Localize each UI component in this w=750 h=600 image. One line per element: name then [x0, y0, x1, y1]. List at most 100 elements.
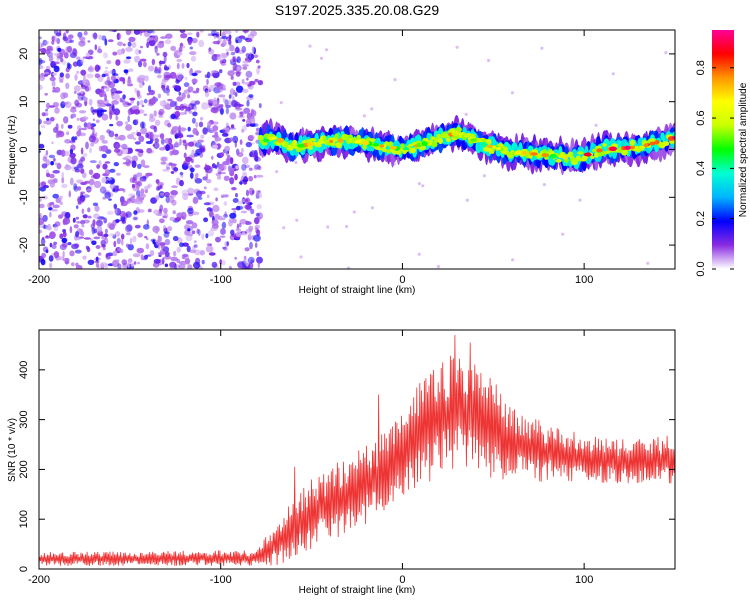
noise-blob [258, 216, 261, 220]
noise-blob [126, 78, 132, 86]
noise-blob [238, 223, 242, 228]
ridge-peak [402, 147, 410, 151]
ridge-peak [514, 150, 522, 155]
noise-blob [65, 30, 69, 34]
noise-blob [436, 264, 440, 269]
noise-blob [243, 255, 247, 261]
noise-blob [184, 109, 187, 115]
noise-blob [230, 229, 235, 236]
y-tick-label: 200 [18, 460, 30, 478]
noise-blob [214, 164, 218, 169]
noise-blob [87, 215, 92, 219]
noise-blob [80, 127, 88, 131]
noise-blob [247, 256, 255, 264]
noise-blob [74, 249, 82, 254]
noise-blob [144, 236, 148, 239]
noise-blob [189, 167, 195, 173]
noise-blob [190, 67, 193, 74]
colorbar-tick-label: 0.6 [695, 110, 707, 125]
noise-blob [164, 64, 168, 71]
noise-blob [232, 68, 236, 72]
noise-blob [130, 262, 135, 267]
noise-blob [44, 49, 51, 55]
noise-blob [55, 123, 59, 131]
noise-blob [154, 119, 161, 126]
noise-blob [179, 261, 187, 266]
noise-blob [133, 217, 138, 220]
noise-blob [201, 233, 205, 240]
noise-blob [121, 221, 126, 225]
noise-blob [53, 30, 59, 35]
noise-blob [170, 256, 178, 262]
noise-blob [39, 197, 42, 202]
noise-blob [183, 82, 190, 88]
noise-blob [149, 250, 155, 257]
noise-blob [192, 117, 196, 124]
noise-blob [294, 160, 298, 165]
noise-blob [63, 150, 70, 157]
ridge-peak [629, 145, 636, 150]
y-tick-label: 0 [18, 566, 30, 572]
noise-blob [215, 236, 221, 243]
y-tick-label: 400 [18, 361, 30, 379]
noise-blob [146, 147, 153, 154]
noise-blob [235, 107, 243, 111]
noise-blob [65, 82, 70, 90]
noise-blob [101, 177, 107, 184]
noise-blob [87, 207, 91, 213]
noise-blob [109, 168, 116, 173]
noise-blob [59, 195, 63, 200]
noise-blob [41, 252, 46, 259]
noise-blob [109, 112, 113, 120]
noise-blob [138, 49, 142, 54]
noise-blob [167, 195, 175, 203]
noise-blob [185, 235, 193, 242]
noise-blob [146, 41, 150, 49]
noise-blob [61, 237, 68, 244]
noise-blob [195, 31, 199, 38]
noise-blob [62, 229, 66, 233]
noise-blob [83, 237, 92, 240]
noise-blob [194, 70, 202, 74]
noise-blob [225, 104, 232, 108]
noise-blob [162, 257, 165, 265]
noise-blob [131, 42, 137, 48]
noise-blob [143, 61, 147, 68]
noise-blob [73, 90, 77, 94]
noise-blob [242, 125, 247, 132]
noise-blob [54, 221, 61, 227]
noise-blob [254, 227, 259, 230]
snr-series-group [39, 334, 675, 567]
noise-blob [464, 112, 468, 116]
noise-blob [282, 226, 286, 230]
noise-blob [46, 226, 53, 231]
noise-blob [222, 129, 228, 134]
noise-blob [40, 258, 46, 266]
noise-blob [53, 157, 56, 162]
noise-blob [153, 141, 160, 150]
noise-blob [182, 242, 189, 247]
ridge-peak [262, 138, 270, 143]
noise-blob [123, 69, 129, 74]
noise-blob [83, 30, 88, 36]
noise-blob [139, 178, 146, 183]
noise-blob [153, 110, 157, 117]
ridge-segment [409, 147, 416, 154]
noise-blob [132, 235, 137, 243]
noise-blob [253, 54, 259, 58]
noise-blob [86, 186, 92, 193]
noise-blob [182, 253, 189, 258]
noise-blob [162, 84, 165, 92]
noise-blob [238, 35, 245, 39]
noise-blob [72, 217, 76, 223]
noise-blob [181, 105, 188, 109]
noise-blob [39, 57, 43, 66]
noise-blob [122, 157, 128, 160]
noise-blob [45, 102, 51, 110]
noise-blob [134, 141, 141, 145]
figure-title: S197.2025.335.20.08.G29 [275, 2, 439, 18]
noise-blob [197, 139, 204, 143]
noise-blob [156, 42, 165, 49]
noise-blob [174, 105, 182, 111]
noise-blob [208, 252, 216, 256]
